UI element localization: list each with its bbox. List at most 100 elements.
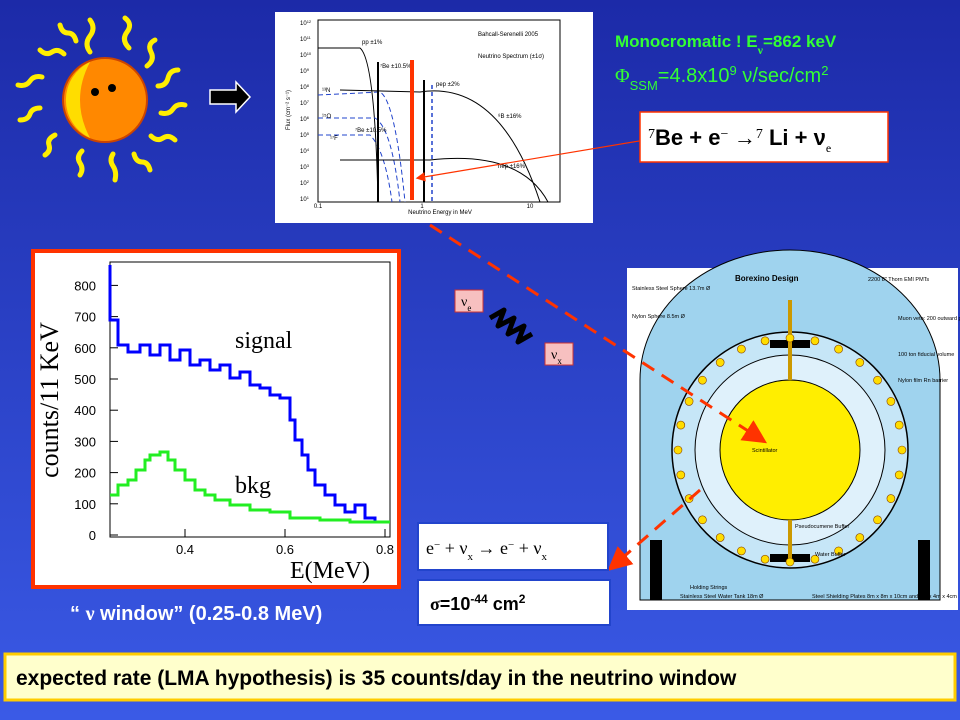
histogram-x-tick: 0.8 bbox=[376, 542, 394, 557]
tick-exponent: 10 bbox=[307, 51, 312, 56]
pmt bbox=[855, 358, 865, 367]
histogram-x-tick: 0.4 bbox=[176, 542, 194, 557]
detector-label: Water Buffer bbox=[815, 552, 846, 558]
detector-label: 100 ton fiducial volume bbox=[898, 352, 954, 358]
tick-exponent: 4 bbox=[307, 147, 310, 152]
tick-exponent: 3 bbox=[307, 163, 310, 168]
tick-exponent: 9 bbox=[307, 67, 310, 72]
detector-label: Nylon film Rn barrier bbox=[898, 378, 948, 384]
histogram-x-label: E(MeV) bbox=[290, 558, 370, 584]
histogram-y-label: counts/11 KeV bbox=[35, 322, 64, 478]
dashed-arrow bbox=[429, 223, 768, 444]
dashed-arrow bbox=[607, 488, 701, 571]
pmt bbox=[698, 515, 707, 525]
flavor-box bbox=[544, 342, 574, 366]
histogram-axes bbox=[109, 261, 391, 538]
tick-base: 10 bbox=[300, 133, 307, 139]
histogram-y-tick: 100 bbox=[74, 497, 96, 512]
spectrum-y-tick: 103 bbox=[300, 163, 310, 172]
cross-section: σ=10-44 cm2 bbox=[430, 592, 526, 614]
pmt bbox=[897, 445, 907, 455]
spectrum-figure: Bahcall-Serenelli 2005 Neutrino Spectrum… bbox=[275, 12, 593, 223]
spectrum-x-label: Neutrino Energy in MeV bbox=[408, 210, 472, 216]
pmt bbox=[810, 336, 820, 346]
spectrum-y-tick: 102 bbox=[300, 179, 310, 188]
spectrum-y-tick: 108 bbox=[300, 83, 310, 92]
pmt bbox=[894, 420, 904, 430]
shield-pillar bbox=[918, 540, 930, 600]
pmt bbox=[834, 344, 843, 354]
spectrum-x-tick: 0.1 bbox=[314, 204, 323, 210]
header-line1: Monocromatic ! Eν=862 keV bbox=[615, 32, 837, 57]
spectrum-curve-label: pep ±2% bbox=[436, 82, 460, 88]
pmt bbox=[785, 557, 795, 567]
arrow bbox=[209, 80, 252, 114]
histogram-y-tick: 600 bbox=[74, 341, 96, 356]
reaction-box bbox=[417, 522, 609, 571]
histogram-x-tick: 0.6 bbox=[276, 542, 294, 557]
detector-label: Muon veto: 200 outward pointing PMTs bbox=[898, 316, 960, 322]
pmt bbox=[676, 420, 686, 430]
detector-title: Borexino Design bbox=[735, 274, 799, 283]
cross-section-box bbox=[417, 579, 611, 626]
tick-base: 10 bbox=[300, 53, 307, 59]
pmt bbox=[886, 397, 896, 406]
histogram-y-tick: 200 bbox=[74, 466, 96, 481]
spectrum-y-tick: 107 bbox=[300, 99, 310, 108]
bkg-label: bkg bbox=[235, 473, 271, 499]
shield-pillar bbox=[650, 540, 662, 600]
tick-exponent: 8 bbox=[307, 83, 310, 88]
spectrum-y-tick: 106 bbox=[300, 115, 310, 124]
pmt bbox=[810, 554, 820, 564]
pmt bbox=[715, 358, 725, 367]
histogram-y-tick: 500 bbox=[74, 372, 96, 387]
header-line2: ΦSSM=4.8x109 ν/sec/cm2 bbox=[615, 63, 828, 93]
spectrum-subtitle: Neutrino Spectrum (±1σ) bbox=[478, 54, 544, 60]
spectrum-curve-label: ¹³N bbox=[322, 88, 330, 94]
pmt bbox=[886, 494, 896, 503]
tick-exponent: 5 bbox=[307, 131, 310, 136]
pmt bbox=[737, 546, 746, 556]
window-caption: “ ν window” (0.25-0.8 MeV) bbox=[70, 603, 322, 625]
spectrum-curve-label: ⁷Be ±10.5% bbox=[380, 63, 412, 70]
detector-label: Scintillator bbox=[752, 448, 778, 454]
signal-label: signal bbox=[235, 328, 293, 354]
spectrum-frame bbox=[317, 19, 561, 203]
spectrum-x-tick: 1 bbox=[420, 204, 424, 210]
tick-exponent: 12 bbox=[307, 19, 312, 24]
spectrum-curve-label: ¹⁵O bbox=[322, 113, 331, 120]
pmt bbox=[684, 397, 694, 406]
tick-base: 10 bbox=[300, 117, 307, 123]
spectrum-y-tick: 1011 bbox=[300, 35, 312, 44]
reaction-1: 7Be + e− →7 Li + νe bbox=[648, 125, 831, 155]
pmt bbox=[855, 533, 865, 542]
sun-body bbox=[62, 57, 148, 143]
tick-base: 10 bbox=[300, 69, 307, 75]
detector-label: 2200 8" Thorn EMI PMTs bbox=[868, 277, 929, 283]
histogram-y-tick: 300 bbox=[74, 434, 96, 449]
spectrum-curve-label: ¹⁷F bbox=[330, 135, 338, 142]
spectrum-y-tick: 104 bbox=[300, 147, 310, 156]
spectrum-y-tick: 109 bbox=[300, 67, 310, 76]
bkg-curve bbox=[110, 450, 390, 524]
detector-label: Pseudocumene Buffer bbox=[795, 524, 849, 530]
spectrum-y-tick: 101 bbox=[300, 195, 310, 204]
spectrum-curve-label: pp ±1% bbox=[362, 40, 383, 46]
footer-text: expected rate (LMA hypothesis) is 35 cou… bbox=[16, 667, 737, 690]
tick-exponent: 7 bbox=[307, 99, 310, 104]
spectrum-y-tick: 1010 bbox=[300, 51, 312, 60]
sun-icon bbox=[15, 15, 188, 183]
flavor-box bbox=[454, 289, 484, 313]
spectrum-y-tick: 1012 bbox=[300, 19, 312, 28]
tick-base: 10 bbox=[300, 85, 307, 91]
pmt bbox=[676, 470, 686, 480]
spectrum-x-tick: 10 bbox=[527, 204, 534, 210]
tick-exponent: 1 bbox=[307, 195, 310, 200]
footer-box bbox=[3, 652, 957, 702]
sun-eye bbox=[108, 84, 116, 92]
pointer-line bbox=[415, 139, 646, 182]
spectrum-y-tick: 105 bbox=[300, 131, 310, 140]
signal-curve bbox=[108, 265, 390, 524]
histogram-y-tick: 0 bbox=[89, 528, 96, 543]
